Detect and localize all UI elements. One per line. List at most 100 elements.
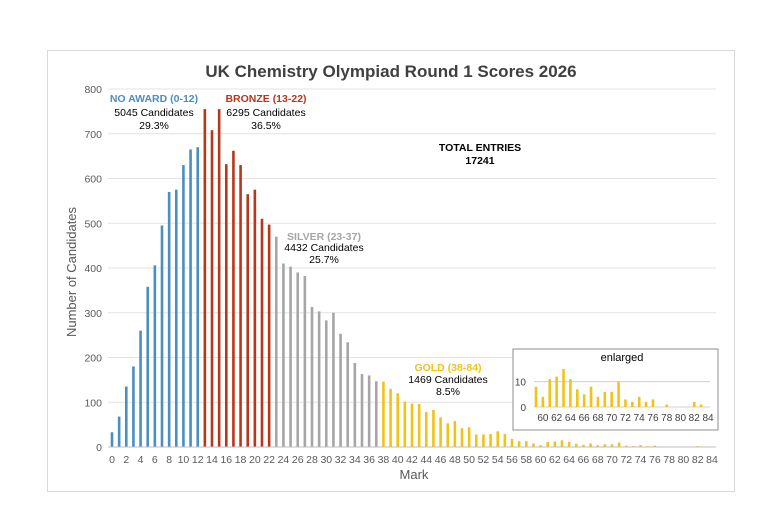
bar — [253, 189, 257, 447]
band-candidates: 1469 Candidates — [408, 374, 487, 386]
inset-x-tick-label: 80 — [675, 413, 687, 424]
x-tick-label: 6 — [152, 454, 158, 466]
bar — [532, 443, 535, 447]
band-annotation-bronze: BRONZE (13-22) 6295 Candidates 36.5% — [225, 93, 306, 132]
x-tick-label: 40 — [392, 454, 404, 466]
x-tick-label: 30 — [320, 454, 332, 466]
x-tick-label: 60 — [535, 454, 547, 466]
x-tick-label: 42 — [406, 454, 418, 466]
band-candidates: 5045 Candidates — [114, 107, 193, 119]
inset-x-tick-label: 64 — [565, 413, 577, 424]
x-tick-label: 82 — [692, 454, 704, 466]
x-tick-label: 48 — [449, 454, 461, 466]
bar — [617, 442, 621, 447]
inset-bar — [596, 396, 600, 407]
x-tick-label: 18 — [235, 454, 247, 466]
chart-title: UK Chemistry Olympiad Round 1 Scores 202… — [205, 62, 576, 81]
band-annotation-silver: SILVER (23-37) 4432 Candidates 25.7% — [284, 231, 363, 266]
x-tick-label: 4 — [138, 454, 144, 466]
inset-bar — [589, 386, 593, 407]
band-percent: 8.5% — [436, 386, 460, 398]
bar — [296, 272, 300, 447]
bar — [289, 266, 292, 447]
bar — [360, 374, 364, 447]
band-label: NO AWARD (0-12) — [110, 93, 198, 105]
inset-bar — [637, 396, 641, 407]
bar — [624, 445, 628, 447]
x-axis-label: Mark — [400, 467, 429, 482]
bar — [439, 417, 442, 447]
bar — [353, 362, 357, 447]
band-percent: 25.7% — [309, 254, 339, 266]
bar — [467, 427, 471, 447]
bar — [496, 431, 500, 447]
inset-x-ticks: 60 62 64 66 68 70 72 74 76 78 80 82 84 — [537, 413, 714, 424]
x-tick-label: 32 — [335, 454, 347, 466]
bar — [124, 386, 128, 447]
x-tick-label: 56 — [506, 454, 518, 466]
bar — [639, 445, 642, 447]
bar — [453, 421, 457, 447]
bar — [153, 265, 157, 447]
chart: UK Chemistry Olympiad Round 1 Scores 202… — [64, 62, 719, 482]
bar — [446, 423, 450, 447]
bar — [403, 401, 407, 447]
bar — [274, 236, 278, 447]
x-tick-label: 76 — [649, 454, 661, 466]
inset-bar — [562, 369, 565, 407]
bar — [310, 306, 314, 447]
inset-bar — [555, 376, 558, 407]
inset-x-tick-label: 78 — [661, 413, 673, 424]
bar — [317, 311, 321, 447]
x-tick-label: 24 — [278, 454, 290, 466]
bar — [410, 403, 414, 447]
x-tick-label: 50 — [463, 454, 475, 466]
x-tick-label: 58 — [520, 454, 532, 466]
x-tick-label: 38 — [378, 454, 390, 466]
x-tick-label: 0 — [109, 454, 115, 466]
inset-x-tick-label: 74 — [634, 413, 646, 424]
x-tick-label: 20 — [249, 454, 261, 466]
bar — [432, 409, 435, 447]
bar — [489, 434, 492, 447]
x-tick-label: 80 — [678, 454, 690, 466]
bar — [482, 434, 485, 447]
band-label: GOLD (38-84) — [414, 362, 481, 374]
bar — [239, 165, 242, 447]
bar — [110, 432, 114, 447]
bar — [510, 438, 514, 447]
bar — [260, 218, 264, 447]
bar — [246, 194, 250, 447]
bar — [567, 442, 571, 447]
inset-bar — [575, 389, 579, 407]
x-tick-label: 70 — [606, 454, 618, 466]
bar — [332, 312, 335, 447]
inset-bar — [665, 404, 669, 407]
bar — [196, 147, 200, 448]
band-percent: 36.5% — [251, 120, 281, 132]
y-tick-label: 100 — [84, 397, 102, 409]
bar — [460, 428, 464, 447]
inset-bar — [617, 381, 620, 407]
x-tick-label: 26 — [292, 454, 304, 466]
inset-x-tick-label: 66 — [579, 413, 591, 424]
bar — [524, 441, 528, 447]
y-tick-label: 800 — [84, 84, 102, 96]
x-tick-label: 68 — [592, 454, 604, 466]
inset-title: enlarged — [601, 352, 644, 364]
inset-bar — [603, 391, 607, 407]
bar — [139, 330, 142, 447]
x-tick-label: 66 — [578, 454, 590, 466]
y-tick-label: 500 — [84, 218, 102, 230]
bar — [324, 320, 328, 447]
bar — [217, 109, 221, 447]
bar — [160, 225, 164, 447]
y-tick-label: 200 — [84, 353, 102, 365]
bar — [117, 416, 121, 447]
x-tick-label: 22 — [263, 454, 275, 466]
x-tick-label: 74 — [635, 454, 647, 466]
x-axis-ticks: 0 2 4 6 8 10 12 14 16 18 20 22 24 26 28 30 32 34 36 38 40 42 4… — [109, 454, 718, 466]
x-tick-label: 10 — [178, 454, 190, 466]
band-annotation-gold: GOLD (38-84) 1469 Candidates 8.5% — [408, 362, 487, 398]
bar — [346, 342, 350, 447]
